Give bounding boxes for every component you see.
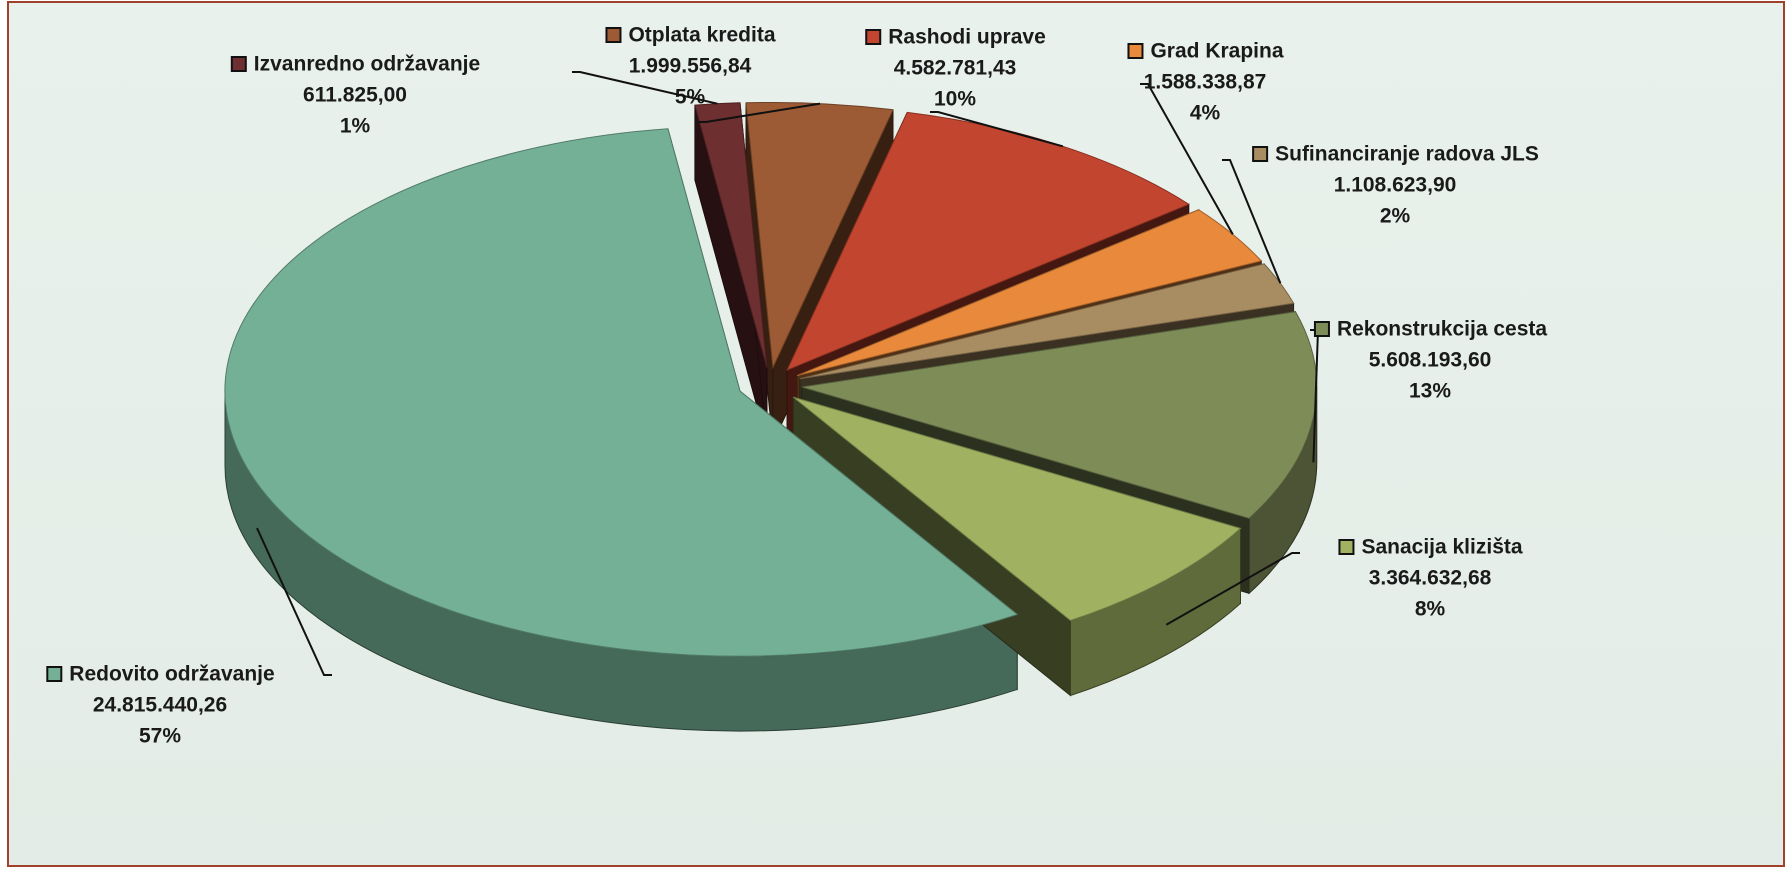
pie [224, 101, 1318, 732]
percent-label: 2% [1380, 205, 1411, 228]
legend-label: Rekonstrukcija cesta [1337, 318, 1547, 341]
legend-swatch [230, 56, 247, 72]
percent-label: 1% [340, 115, 371, 138]
value-label: 4.582.781,43 [894, 57, 1017, 80]
percent-label: 4% [1190, 102, 1221, 125]
legend-swatch [1127, 43, 1144, 59]
percent-label: 13% [1409, 380, 1451, 403]
leader-line [698, 102, 821, 123]
percent-label: 57% [139, 725, 181, 748]
value-label: 1.588.338,87 [1144, 71, 1267, 94]
leader-line [930, 111, 1064, 148]
legend-swatch [1338, 539, 1355, 555]
legend-label: Sanacija klizišta [1361, 536, 1522, 559]
slice [786, 111, 1190, 372]
slice [796, 209, 1263, 377]
value-label: 1.999.556,84 [629, 55, 752, 78]
leader-line [1140, 83, 1234, 235]
slice [792, 396, 1242, 622]
legend-swatch [46, 666, 63, 682]
leader-line [256, 527, 332, 676]
percent-label: 8% [1415, 598, 1446, 621]
value-label: 611.825,00 [303, 84, 407, 107]
legend-swatch [605, 27, 622, 43]
legend-swatch [865, 29, 882, 45]
leader-line [1165, 552, 1300, 626]
legend-label: Rashodi uprave [888, 26, 1046, 49]
slice [224, 128, 1019, 657]
legend-label: Izvanredno održavanje [254, 53, 480, 76]
legend-swatch [1313, 321, 1330, 337]
leader-line [1222, 159, 1282, 284]
slice [801, 311, 1318, 519]
leader-line [572, 71, 718, 105]
value-label: 24.815.440,26 [93, 694, 227, 717]
legend-label: Redovito održavanje [69, 663, 274, 686]
legend-swatch [1252, 146, 1269, 162]
legend-label: Otplata kredita [628, 24, 775, 47]
value-label: 3.364.632,68 [1369, 567, 1492, 590]
legend-label: Sufinanciranje radova JLS [1275, 143, 1539, 166]
value-label: 5.608.193,60 [1369, 349, 1492, 372]
legend-label: Grad Krapina [1150, 40, 1283, 63]
percent-label: 10% [934, 88, 976, 111]
value-label: 1.108.623,90 [1334, 174, 1457, 197]
